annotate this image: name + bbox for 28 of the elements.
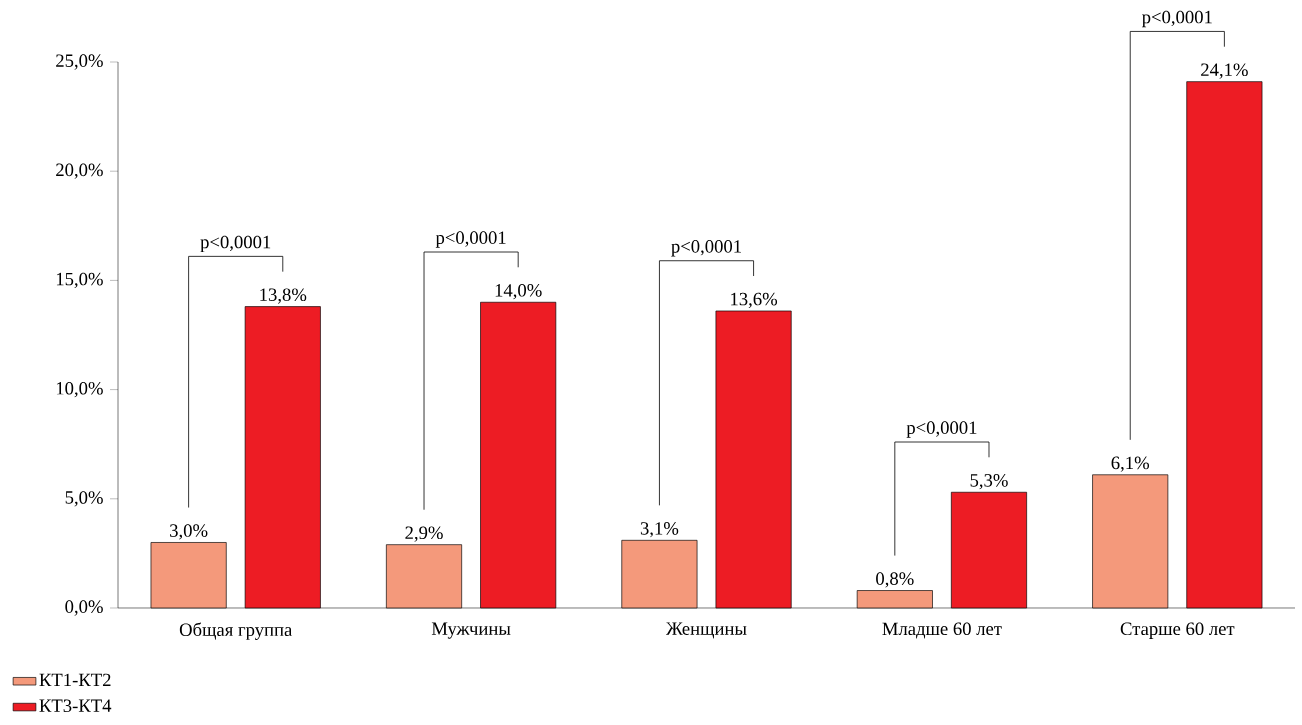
x-tick-label: Младше 60 лет: [882, 622, 1002, 639]
y-tick-label: 25,0%: [56, 54, 103, 70]
annotation: p<0,0001: [671, 240, 741, 257]
data-label: 6,1%: [1111, 456, 1150, 472]
annotation: p<0,0001: [435, 231, 506, 248]
data-label: 3,1%: [640, 522, 679, 538]
data-label: 0,8%: [876, 572, 914, 588]
y-tick-label: 10,0%: [56, 381, 103, 398]
y-tick-label: 15,0%: [56, 272, 103, 289]
text: p<0,0001: [1142, 10, 1212, 28]
y-tick-label: 5,0%: [65, 491, 103, 507]
data-label: 14,0%: [495, 284, 542, 300]
data-label: 5,3%: [970, 474, 1008, 490]
annotation: p<0,0001: [200, 235, 271, 253]
x-tick-label: Женщины: [666, 622, 747, 639]
y-tick-label: 20,0%: [56, 163, 103, 179]
x-tick-label: Старше 60 лет: [1120, 622, 1235, 639]
x-tick-label: Мужчины: [431, 622, 511, 639]
legend-label: КТ1-КТ2: [39, 673, 111, 687]
data-label: 13,6%: [731, 292, 778, 309]
data-label: 24,1%: [1201, 63, 1248, 79]
legend-label: КТ3-КТ4: [39, 699, 112, 713]
x-tick-label: Общая группа: [179, 622, 293, 640]
data-label: 3,0%: [170, 524, 208, 540]
annotation: p<0,0001: [906, 421, 977, 438]
data-label: 13,8%: [260, 288, 307, 304]
y-tick-label: 0,0%: [65, 600, 103, 616]
data-label: 2,9%: [405, 526, 443, 542]
